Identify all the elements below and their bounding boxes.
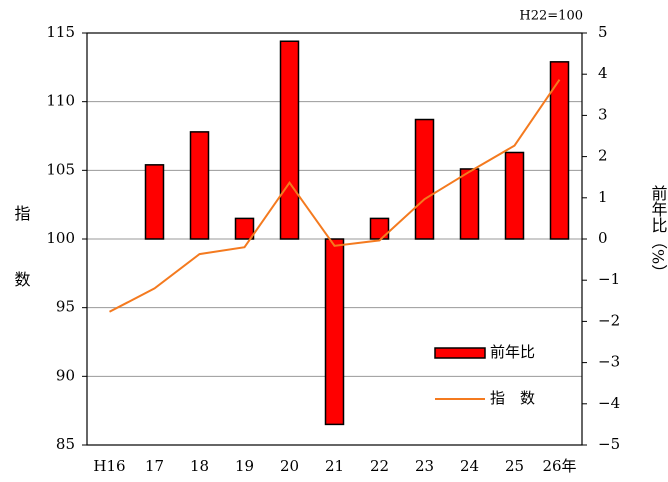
y-axis-label: 指数 — [12, 205, 31, 337]
x-tick-label: H16 — [93, 457, 125, 475]
bar — [549, 61, 570, 240]
y2-tick-label: −5 — [598, 435, 620, 453]
bar — [414, 118, 435, 240]
legend-swatch — [434, 347, 486, 359]
x-tick-label: 22 — [370, 457, 389, 475]
y2-tick-label: 1 — [598, 188, 608, 206]
y2-tick-label: −3 — [598, 353, 620, 371]
y2-tick-label: 5 — [598, 23, 608, 41]
legend-label: 前年比 — [490, 343, 535, 361]
bar — [279, 40, 300, 240]
y-tick-label: 95 — [56, 298, 75, 316]
y2-tick-label: −2 — [598, 311, 620, 329]
y2-tick-label: 0 — [598, 229, 608, 247]
x-tick-label: 21 — [325, 457, 344, 475]
annotation: H22=100 — [519, 9, 583, 24]
y-tick-label: 90 — [56, 366, 75, 384]
y2-tick-label: 3 — [598, 105, 608, 123]
y-tick-label: 110 — [46, 92, 75, 110]
x-tick-label: 19 — [235, 457, 254, 475]
y-tick-label: 85 — [56, 435, 75, 453]
plot-frame — [86, 32, 583, 446]
x-tick-label: 24 — [460, 457, 479, 475]
y2-tick-label: −1 — [598, 270, 620, 288]
x-tick-label: 17 — [145, 457, 164, 475]
bar — [144, 164, 165, 240]
x-tick-label: 25 — [505, 457, 524, 475]
line — [109, 79, 561, 313]
x-tick-label: 20 — [280, 457, 299, 475]
y-tick-label: 105 — [46, 160, 75, 178]
y2-tick-label: 2 — [598, 147, 608, 165]
y2-tick-label: −4 — [598, 394, 620, 412]
y2-axis-label: 前年比（%） — [649, 185, 668, 280]
bar — [189, 131, 210, 240]
bar — [459, 168, 480, 240]
bar — [324, 238, 345, 426]
y2-tick-label: 4 — [598, 64, 608, 82]
legend-label: 指 数 — [490, 389, 535, 407]
bar — [504, 151, 525, 240]
y-tick-label: 115 — [46, 23, 75, 41]
bar — [369, 217, 390, 240]
x-tick-label: 18 — [190, 457, 209, 475]
y-tick-label: 100 — [46, 229, 75, 247]
x-tick-label: 26年 — [542, 457, 576, 475]
bar — [234, 217, 255, 240]
x-tick-label: 23 — [415, 457, 434, 475]
